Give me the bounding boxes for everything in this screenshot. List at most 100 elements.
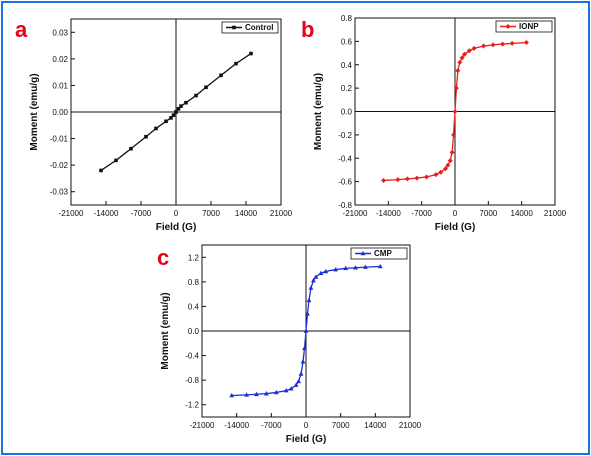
- legend-label: CMP: [374, 249, 392, 258]
- data-point: [311, 278, 316, 283]
- data-point: [174, 110, 178, 114]
- data-point: [229, 392, 235, 398]
- data-point: [273, 389, 279, 395]
- x-tick-label: 7000: [332, 421, 350, 430]
- data-point: [377, 263, 383, 269]
- y-tick-label: -0.6: [338, 178, 352, 187]
- y-tick-label: -0.02: [50, 161, 69, 170]
- legend-box: [350, 247, 408, 260]
- data-point: [466, 48, 472, 54]
- data-point: [249, 51, 253, 56]
- x-tick-label: 21000: [399, 421, 422, 430]
- data-point: [438, 169, 444, 175]
- y-tick-label: 0.4: [341, 61, 353, 70]
- data-point: [204, 85, 208, 90]
- data-point: [254, 391, 259, 397]
- x-tick-label: 7000: [202, 209, 220, 218]
- x-axis-label: Field (G): [435, 222, 476, 233]
- y-tick-label: 0.2: [341, 84, 353, 93]
- data-point: [481, 43, 487, 49]
- data-point: [114, 158, 118, 163]
- y-tick-label: -0.03: [50, 188, 69, 197]
- data-point: [302, 345, 307, 350]
- data-point: [462, 51, 468, 57]
- x-tick-label: -7000: [411, 209, 432, 218]
- data-point: [490, 42, 496, 48]
- data-point: [169, 116, 173, 120]
- x-tick-label: 0: [453, 209, 458, 218]
- figure-canvas: a b c -21000 -14000 -7000 0 7000 14000 21000 -0…: [15, 14, 567, 445]
- x-tick-label: -14000: [94, 209, 119, 218]
- data-point: [296, 378, 301, 384]
- data-point: [509, 40, 515, 46]
- y-axis-label: Moment (emu/g): [29, 73, 40, 150]
- data-point: [395, 177, 401, 183]
- data-point: [263, 391, 269, 396]
- data-point: [323, 268, 329, 274]
- x-tick-label: -14000: [224, 421, 249, 430]
- y-tick-label: -0.4: [338, 154, 352, 163]
- data-point: [300, 359, 306, 364]
- y-tick-label: 1.2: [188, 253, 200, 262]
- data-point: [318, 270, 324, 276]
- y-tick-label: 0.02: [52, 55, 68, 64]
- legend-marker: [360, 250, 366, 256]
- y-axis-label: Moment (emu/g): [313, 73, 324, 150]
- panel-b: -21000 -14000 -7000 0 7000 14000 21000 -0.8 -0.6…: [313, 14, 567, 233]
- data-point: [298, 371, 304, 376]
- y-tick-label: 0.01: [52, 81, 68, 90]
- data-point: [283, 387, 289, 393]
- data-point: [459, 55, 465, 61]
- data-point: [194, 93, 198, 98]
- y-tick-label: -0.8: [338, 201, 352, 210]
- data-point: [451, 132, 457, 138]
- data-point: [171, 113, 176, 117]
- y-tick-label: 0.4: [188, 302, 200, 311]
- y-tick-label: 0.6: [341, 37, 353, 46]
- y-tick-label: 0.03: [52, 28, 68, 37]
- data-point: [219, 73, 223, 78]
- data-point: [244, 392, 249, 397]
- data-point: [234, 61, 238, 66]
- data-point: [154, 126, 158, 131]
- data-point: [293, 382, 299, 387]
- y-tick-label: -0.01: [50, 135, 69, 144]
- legend-box: [495, 20, 553, 33]
- y-tick-label: 0.00: [52, 108, 68, 117]
- x-tick-label: 21000: [270, 209, 293, 218]
- legend-box: [221, 21, 279, 34]
- data-point: [144, 134, 148, 139]
- x-axis-label: Field (G): [156, 222, 197, 233]
- x-tick-label: 0: [174, 209, 179, 218]
- data-point: [343, 265, 349, 271]
- legend-label: Control: [245, 23, 273, 32]
- x-tick-label: -14000: [376, 209, 401, 218]
- x-tick-label: 14000: [235, 209, 258, 218]
- data-point: [447, 158, 453, 164]
- data-point: [442, 166, 448, 172]
- y-tick-label: -0.8: [185, 376, 199, 385]
- x-tick-label: -7000: [131, 209, 152, 218]
- data-point: [381, 177, 387, 183]
- data-point: [414, 175, 420, 181]
- data-point: [176, 107, 181, 111]
- data-point: [523, 40, 529, 46]
- data-point: [455, 68, 461, 74]
- legend-label: IONP: [519, 22, 539, 31]
- data-point: [308, 285, 314, 290]
- data-point: [353, 265, 358, 270]
- data-point: [449, 149, 455, 155]
- data-point: [306, 297, 312, 303]
- y-tick-label: 0.8: [188, 278, 200, 287]
- data-point: [288, 386, 294, 391]
- x-tick-label: -21000: [59, 209, 84, 218]
- data-point: [303, 328, 309, 333]
- legend-marker: [505, 24, 511, 29]
- data-point: [313, 274, 319, 279]
- x-tick-label: 14000: [511, 209, 534, 218]
- x-tick-label: 14000: [364, 421, 387, 430]
- panel-letter-b: b: [301, 17, 314, 42]
- data-point: [500, 41, 506, 47]
- y-tick-label: 0.8: [341, 14, 353, 23]
